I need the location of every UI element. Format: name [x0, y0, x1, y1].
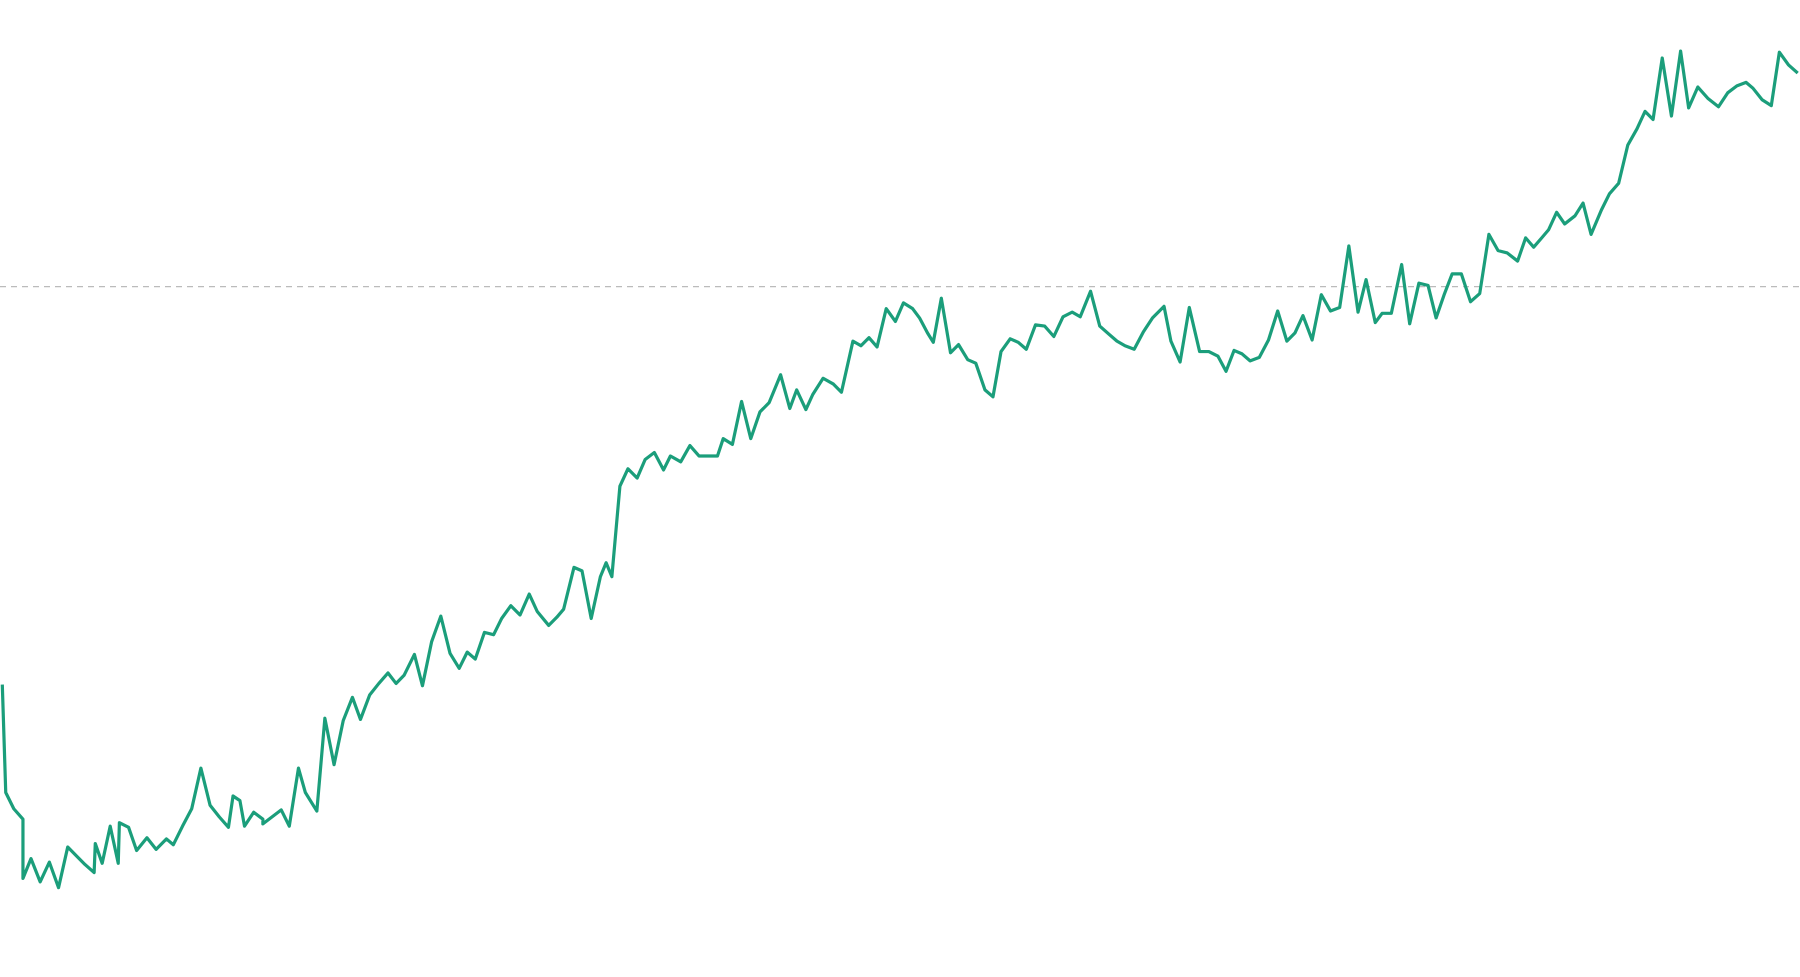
data-line [0, 49, 1799, 890]
